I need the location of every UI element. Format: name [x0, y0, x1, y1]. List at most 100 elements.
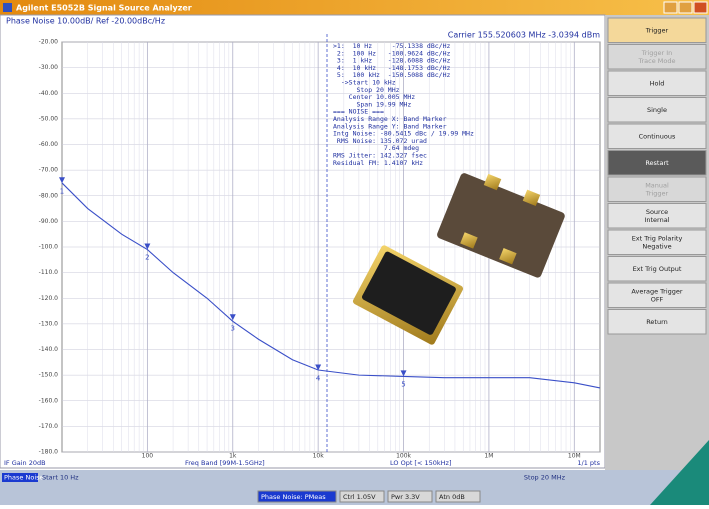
x-tick-label: 1M — [484, 453, 493, 460]
softkey[interactable] — [607, 309, 707, 335]
marker-label: 1 — [60, 187, 64, 195]
status-field — [435, 490, 481, 503]
y-tick-label: -150.0 — [39, 372, 59, 379]
crystal-photos — [352, 173, 565, 345]
x-tick-label: 100k — [396, 453, 411, 460]
x-tick-label: 100 — [142, 453, 154, 460]
y-tick-label: -120.0 — [39, 295, 59, 302]
marker-readout: RMS Jitter: 142.327 fsec — [333, 152, 427, 160]
crystal-pad — [499, 248, 517, 265]
status-text: Pwr 3.3V — [391, 493, 420, 501]
marker-readout: 7.64 mdeg — [333, 144, 419, 152]
y-tick-label: -80.00 — [39, 192, 59, 199]
header-left: Phase Noise 10.00dB/ Ref -20.00dBc/Hz — [6, 17, 165, 26]
minimize-button[interactable] — [663, 1, 678, 14]
header-right: Carrier 155.520603 MHz -3.0394 dBm — [448, 31, 600, 40]
footer-freq-band: Freq Band [99M-1.5GHz] — [185, 459, 265, 467]
softkey-label: Source — [646, 208, 668, 216]
status-field — [339, 490, 385, 503]
softkey — [607, 44, 707, 70]
marker-readout: Stop 20 MHz — [333, 86, 400, 94]
marker-readout: Center 10.005 MHz — [333, 93, 415, 101]
marker-readout: >1: 10 Hz -75.1338 dBc/Hz — [333, 42, 450, 50]
crystal-pad — [522, 189, 541, 206]
crystal-pad — [460, 232, 478, 249]
y-tick-label: -160.0 — [39, 397, 59, 404]
crystal-lid — [362, 251, 456, 335]
title-bar — [0, 0, 709, 15]
status-text: Atn 0dB — [439, 493, 465, 501]
softkey[interactable] — [607, 229, 707, 255]
marker-label: 5 — [401, 380, 405, 388]
softkey[interactable] — [607, 70, 707, 96]
softkey[interactable] — [607, 150, 707, 176]
marker-readout: Intg Noise: -80.5415 dBc / 19.99 MHz — [333, 130, 474, 138]
x-tick-label: 1k — [229, 453, 237, 460]
footer-lo-opt: LO Opt [< 150kHz] — [390, 459, 451, 467]
maximize-button[interactable] — [678, 1, 693, 14]
trace — [61, 182, 601, 389]
softkey-label: Trigger — [645, 26, 669, 34]
marker-readout: === NOISE === — [333, 108, 384, 116]
y-tick-label: -130.0 — [39, 320, 59, 327]
y-tick-label: -90.00 — [39, 218, 59, 225]
marker — [144, 243, 151, 250]
y-tick-label: -110.0 — [39, 269, 59, 276]
marker-readout: Residual FM: 1.4107 kHz — [333, 159, 423, 167]
marker-readout: 3: 1 kHz -128.6088 dBc/Hz — [333, 57, 450, 65]
softkey[interactable] — [607, 282, 707, 308]
softkey-label: Hold — [650, 79, 665, 87]
softkey — [607, 176, 707, 202]
window-title: Agilent E5052B Signal Source Analyzer — [16, 4, 192, 13]
softkey[interactable] — [607, 123, 707, 149]
footer-if-gain: IF Gain 20dB — [4, 459, 46, 467]
y-tick-label: -60.00 — [39, 141, 59, 148]
close-button[interactable] — [693, 1, 708, 14]
softkey-label: Trigger In — [641, 49, 673, 57]
softkey[interactable] — [607, 97, 707, 123]
x-tick-label: 10k — [313, 453, 325, 460]
softkey[interactable] — [607, 256, 707, 282]
corner-decoration — [650, 440, 709, 505]
softkey[interactable] — [607, 203, 707, 229]
marker-readout: Span 19.99 MHz — [333, 100, 411, 108]
marker-readout: Analysis Range Y: Band Marker — [333, 122, 447, 130]
status-text: Ctrl 1.05V — [343, 493, 376, 501]
softkey-label: Single — [647, 106, 667, 114]
marker-label: 3 — [231, 324, 235, 332]
marker-readout: ->Start 10 kHz — [333, 79, 396, 87]
softkey-label: Manual — [645, 181, 669, 189]
y-tick-label: -100.0 — [39, 244, 59, 251]
marker — [229, 314, 236, 321]
marker — [315, 364, 322, 371]
status-field — [257, 490, 337, 503]
x-tick-label: 10M — [568, 453, 581, 460]
softkey-label: Ext Trig Polarity — [632, 234, 683, 242]
marker — [59, 177, 65, 184]
status-field — [387, 490, 433, 503]
y-tick-label: -40.00 — [39, 90, 59, 97]
y-tick-label: -30.00 — [39, 64, 59, 71]
crystal-package — [437, 173, 565, 278]
softkey-label: Average Trigger — [631, 287, 683, 295]
softkey-label: Restart — [645, 159, 669, 167]
stop-freq: Stop 20 MHz — [524, 474, 566, 482]
marker-readout: 2: 100 Hz -100.9624 dBc/Hz — [333, 49, 450, 57]
y-tick-label: -140.0 — [39, 346, 59, 353]
start-freq: Start 10 Hz — [42, 474, 79, 482]
trace-tab — [2, 473, 38, 482]
softkey-label: Return — [646, 318, 668, 326]
softkey-label: Negative — [642, 242, 671, 250]
app-icon — [3, 3, 12, 12]
trace-name: Phase Noise — [4, 474, 44, 482]
footer-points: 1/1 pts — [577, 459, 600, 467]
softkey-label: Ext Trig Output — [633, 265, 682, 273]
marker-readout: 4: 10 kHz -148.1753 dBc/Hz — [333, 64, 450, 72]
softkey-label: Continuous — [639, 132, 676, 140]
marker-label: 2 — [145, 253, 149, 261]
y-tick-label: -180.0 — [39, 449, 59, 456]
softkey-label: Internal — [644, 216, 669, 224]
marker-readout: RMS Noise: 135.072 urad — [333, 137, 427, 145]
softkey-label: Trigger — [645, 189, 669, 197]
